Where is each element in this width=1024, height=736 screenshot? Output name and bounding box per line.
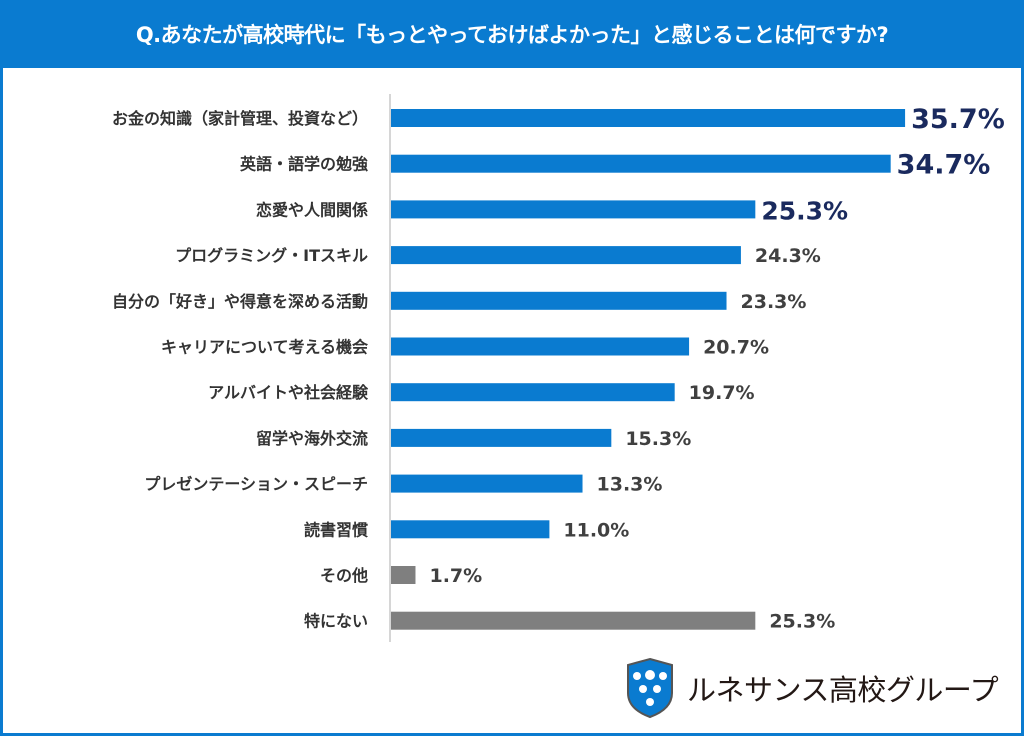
bar	[391, 109, 906, 127]
value-label: 15.3%	[625, 428, 691, 450]
bar	[391, 566, 416, 584]
category-label: 留学や海外交流	[256, 429, 368, 448]
value-label: 20.7%	[703, 337, 769, 359]
bar	[391, 383, 675, 402]
bar	[391, 154, 891, 173]
category-label: 自分の「好き」や得意を深める活動	[112, 292, 368, 311]
bar	[391, 246, 741, 265]
bar	[391, 428, 612, 447]
chart-title: Q.あなたが高校時代に「もっとやっておけばよかった」と感じることは何ですか?	[0, 0, 1024, 68]
bar	[391, 337, 690, 356]
category-label: 読書習慣	[304, 520, 368, 539]
category-label: お金の知識（家計管理、投資など）	[112, 109, 368, 128]
value-label: 24.3%	[755, 245, 821, 267]
category-label: プログラミング・ITスキル	[175, 246, 368, 265]
bar	[391, 200, 756, 219]
value-label: 1.7%	[429, 565, 482, 587]
category-label: キャリアについて考える機会	[161, 338, 368, 357]
category-label: プレゼンテーション・スピーチ	[144, 475, 368, 494]
logo: ルネサンス高校グループ	[625, 657, 999, 719]
category-label: アルバイトや社会経験	[208, 383, 369, 402]
logo-text: ルネサンス高校グループ	[687, 673, 999, 707]
bar	[391, 611, 756, 630]
category-label: その他	[320, 566, 368, 585]
value-label: 13.3%	[597, 474, 663, 496]
bar	[391, 520, 550, 539]
value-label: 25.3%	[769, 611, 835, 633]
category-label: 恋愛や人間関係	[256, 200, 368, 219]
bar	[391, 474, 583, 493]
category-label: 英語・語学の勉強	[239, 155, 368, 174]
category-label: 特にない	[304, 612, 368, 631]
value-label: 23.3%	[741, 291, 807, 313]
value-label: 25.3%	[761, 196, 848, 225]
value-label: 19.7%	[689, 382, 755, 404]
value-label: 34.7%	[897, 150, 991, 181]
bar	[391, 291, 727, 310]
shield-logo-icon	[627, 657, 673, 719]
value-label: 11.0%	[563, 519, 629, 541]
value-label: 35.7%	[911, 104, 1005, 135]
